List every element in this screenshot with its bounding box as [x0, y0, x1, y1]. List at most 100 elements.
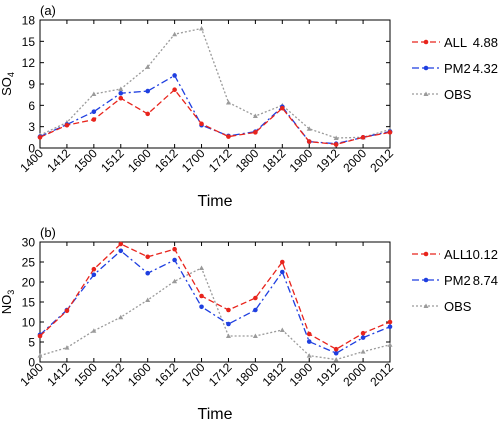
x-tick-label: 1712	[206, 360, 235, 389]
x-tick-label: 1800	[233, 360, 262, 389]
legend-label: OBS	[444, 87, 472, 102]
legend-label: ALL	[444, 247, 467, 262]
x-tick-label: 1912	[313, 360, 342, 389]
y-tick-label: 6	[28, 99, 35, 113]
x-tick-label: 1612	[152, 146, 181, 175]
data-point	[306, 353, 312, 358]
legend-entry-obs: OBS	[412, 87, 472, 102]
series-pm2	[37, 73, 393, 147]
data-point	[172, 257, 177, 263]
data-point	[306, 331, 312, 337]
x-tick-label: 1912	[313, 146, 342, 175]
x-axis-title: Time	[198, 193, 233, 210]
data-point	[279, 327, 285, 332]
data-point	[360, 349, 366, 354]
data-point	[253, 307, 258, 313]
data-point	[145, 270, 150, 276]
data-point	[225, 99, 231, 105]
x-tick-label: 2000	[340, 360, 369, 389]
data-point	[91, 109, 97, 115]
legend-value: 4.88	[473, 35, 498, 50]
legend-label: PM2	[444, 273, 471, 288]
data-point	[280, 259, 285, 265]
legend-marker	[423, 251, 429, 257]
data-point	[64, 345, 70, 350]
series-line-obs	[39, 27, 391, 139]
y-tick-label: 0	[28, 356, 35, 370]
x-tick-label: 1612	[152, 360, 181, 389]
data-point	[118, 314, 124, 320]
data-point	[37, 353, 43, 358]
legend-marker	[423, 65, 429, 71]
panel-label: (a)	[40, 3, 56, 18]
series-all	[37, 87, 393, 147]
data-point	[37, 333, 43, 339]
legend-marker	[423, 39, 429, 45]
data-point	[280, 105, 285, 111]
x-tick-label: 1900	[287, 146, 316, 175]
y-tick-label: 9	[28, 78, 35, 92]
data-point	[360, 330, 366, 336]
panel-label: (b)	[40, 225, 56, 240]
data-point	[199, 26, 205, 31]
data-point	[333, 350, 339, 356]
data-point	[145, 111, 150, 117]
y-tick-label: 18	[22, 14, 36, 28]
data-point	[91, 328, 97, 333]
x-tick-label: 1400	[17, 360, 46, 389]
data-point	[226, 307, 231, 313]
y-tick-label: 12	[22, 56, 36, 70]
x-tick-label: 1600	[125, 360, 154, 389]
data-point	[172, 87, 177, 92]
data-point	[280, 269, 285, 275]
x-tick-label: 1500	[71, 360, 100, 389]
chart-panel-b: (b)0510152025301400141215001512160016121…	[0, 225, 498, 423]
chart-panel-a: (a) 0 3 6 9 12 15 18 140014121500151216001612170…	[0, 3, 498, 210]
data-point	[199, 265, 205, 270]
data-point	[91, 272, 97, 278]
x-tick-label: 1412	[44, 146, 73, 175]
data-point	[225, 333, 231, 338]
series-obs	[37, 26, 393, 141]
legend-value: 8.74	[473, 273, 498, 288]
y-tick-label: 10	[22, 316, 36, 330]
y-tick-label: 15	[22, 35, 36, 49]
legend-entry-obs: OBS	[412, 299, 472, 314]
series-obs	[37, 265, 393, 362]
x-tick-label: 1600	[125, 146, 154, 175]
y-tick-label: 25	[22, 256, 36, 270]
data-point	[64, 308, 70, 314]
x-tick-label: 1900	[287, 360, 316, 389]
x-tick-label: 1812	[260, 146, 289, 175]
data-point	[387, 324, 393, 330]
data-point	[226, 134, 231, 139]
data-point	[333, 142, 339, 147]
data-point	[64, 122, 70, 128]
x-tick-label: 1412	[44, 360, 73, 389]
data-point	[253, 130, 258, 135]
x-tick-label: 1400	[17, 146, 46, 175]
legend-entry-pm2: PM2 4.32	[412, 61, 498, 76]
data-point	[118, 86, 124, 91]
data-point	[333, 135, 339, 141]
series-line-all	[39, 88, 391, 146]
x-tick-label: 1700	[179, 360, 208, 389]
series-line-obs	[39, 267, 391, 361]
data-point	[360, 135, 366, 140]
data-point	[199, 121, 204, 127]
legend-marker	[423, 303, 429, 308]
data-point	[91, 117, 97, 122]
data-point	[387, 342, 393, 347]
data-point	[118, 248, 124, 254]
data-point	[118, 241, 124, 247]
data-point	[199, 304, 204, 310]
series-all	[37, 241, 393, 352]
series-line-pm2	[39, 249, 391, 354]
data-point	[333, 357, 339, 362]
x-tick-label: 1812	[260, 360, 289, 389]
x-tick-label: 1700	[179, 146, 208, 175]
x-tick-label: 2000	[340, 146, 369, 175]
x-axis-title: Time	[198, 406, 233, 423]
plot-frame	[39, 19, 391, 149]
legend-marker	[423, 277, 429, 283]
